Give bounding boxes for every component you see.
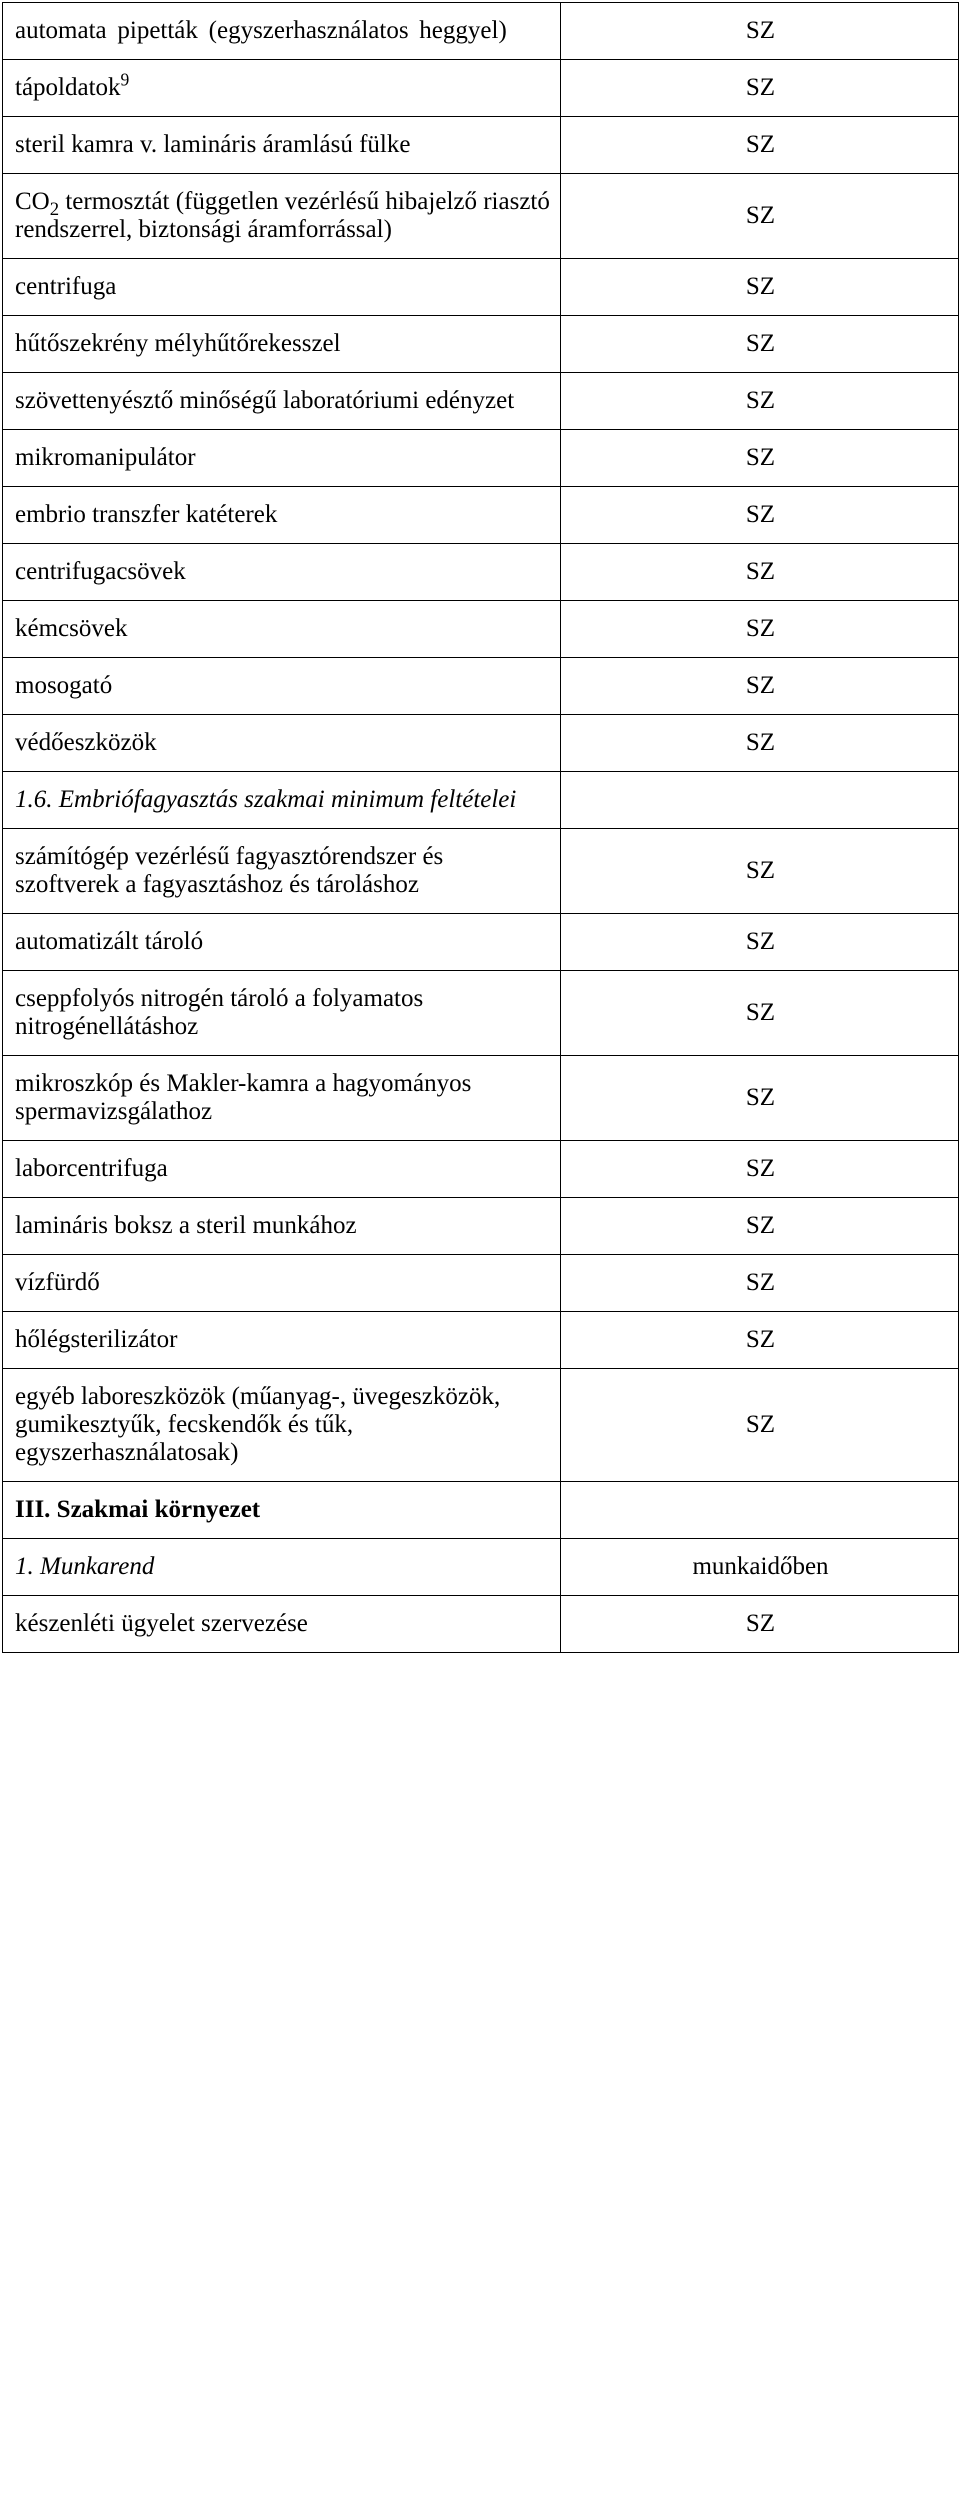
table-row: hűtőszekrény mélyhűtőrekesszelSZ (3, 316, 959, 373)
table-row: védőeszközökSZ (3, 715, 959, 772)
row-value: SZ (561, 3, 959, 60)
table-row: egyéb laboreszközök (műanyag-, üvegeszkö… (3, 1369, 959, 1482)
row-label: vízfürdő (3, 1255, 561, 1312)
table-row: automatizált tárolóSZ (3, 914, 959, 971)
table-row: CO2 termosztát (független vezérlésű hiba… (3, 174, 959, 259)
table-row: steril kamra v. lamináris áramlású fülke… (3, 117, 959, 174)
row-value: SZ (561, 174, 959, 259)
table-row: automata pipetták (egyszerhasználatos he… (3, 3, 959, 60)
table-row: mikroszkóp és Makler-kamra a hagyományos… (3, 1056, 959, 1141)
table-row: vízfürdőSZ (3, 1255, 959, 1312)
requirements-table: automata pipetták (egyszerhasználatos he… (2, 2, 959, 1653)
row-label: embrio transzfer katéterek (3, 487, 561, 544)
row-value: SZ (561, 1255, 959, 1312)
row-value: munkaidőben (561, 1539, 959, 1596)
table-row: mikromanipulátorSZ (3, 430, 959, 487)
table-row: lamináris boksz a steril munkáhozSZ (3, 1198, 959, 1255)
row-label: szövettenyésztő minőségű laboratóriumi e… (3, 373, 561, 430)
row-label: centrifuga (3, 259, 561, 316)
row-label: automatizált tároló (3, 914, 561, 971)
row-label: hűtőszekrény mélyhűtőrekesszel (3, 316, 561, 373)
table-row: centrifugaSZ (3, 259, 959, 316)
row-value: SZ (561, 259, 959, 316)
table-row: III. Szakmai környezet (3, 1482, 959, 1539)
table-row: szövettenyésztő minőségű laboratóriumi e… (3, 373, 959, 430)
row-value: SZ (561, 117, 959, 174)
row-label: kémcsövek (3, 601, 561, 658)
row-value: SZ (561, 971, 959, 1056)
row-label: számítógép vezérlésű fagyasztórendszer é… (3, 829, 561, 914)
row-label: tápoldatok9 (3, 60, 561, 117)
row-value: SZ (561, 316, 959, 373)
table-row: kémcsövekSZ (3, 601, 959, 658)
row-value: SZ (561, 1198, 959, 1255)
row-value: SZ (561, 601, 959, 658)
row-value: SZ (561, 829, 959, 914)
row-label: III. Szakmai környezet (3, 1482, 561, 1539)
row-label: mikroszkóp és Makler-kamra a hagyományos… (3, 1056, 561, 1141)
row-label: cseppfolyós nitrogén tároló a folyamatos… (3, 971, 561, 1056)
row-value: SZ (561, 487, 959, 544)
table-row: készenléti ügyelet szervezéseSZ (3, 1596, 959, 1653)
table-row: 1. Munkarendmunkaidőben (3, 1539, 959, 1596)
row-label: készenléti ügyelet szervezése (3, 1596, 561, 1653)
table-row: számítógép vezérlésű fagyasztórendszer é… (3, 829, 959, 914)
row-value: SZ (561, 60, 959, 117)
row-label: centrifugacsövek (3, 544, 561, 601)
row-value: SZ (561, 914, 959, 971)
row-label: 1.6. Embriófagyasztás szakmai minimum fe… (3, 772, 561, 829)
table-row: tápoldatok9SZ (3, 60, 959, 117)
row-value: SZ (561, 1596, 959, 1653)
row-label: 1. Munkarend (3, 1539, 561, 1596)
row-value: SZ (561, 658, 959, 715)
table-row: laborcentrifugaSZ (3, 1141, 959, 1198)
row-value (561, 1482, 959, 1539)
row-label: mikromanipulátor (3, 430, 561, 487)
row-label: laborcentrifuga (3, 1141, 561, 1198)
table-row: embrio transzfer katéterekSZ (3, 487, 959, 544)
row-value: SZ (561, 1056, 959, 1141)
row-value: SZ (561, 715, 959, 772)
row-value: SZ (561, 430, 959, 487)
row-label: lamináris boksz a steril munkához (3, 1198, 561, 1255)
row-value: SZ (561, 1369, 959, 1482)
row-label: védőeszközök (3, 715, 561, 772)
row-value: SZ (561, 1141, 959, 1198)
row-value (561, 772, 959, 829)
row-value: SZ (561, 1312, 959, 1369)
row-label: automata pipetták (egyszerhasználatos he… (3, 3, 561, 60)
row-label: CO2 termosztát (független vezérlésű hiba… (3, 174, 561, 259)
row-value: SZ (561, 544, 959, 601)
row-value: SZ (561, 373, 959, 430)
table-row: centrifugacsövekSZ (3, 544, 959, 601)
table-row: cseppfolyós nitrogén tároló a folyamatos… (3, 971, 959, 1056)
row-label: mosogató (3, 658, 561, 715)
row-label: steril kamra v. lamináris áramlású fülke (3, 117, 561, 174)
table-row: 1.6. Embriófagyasztás szakmai minimum fe… (3, 772, 959, 829)
row-label: hőlégsterilizátor (3, 1312, 561, 1369)
table-row: mosogatóSZ (3, 658, 959, 715)
table-row: hőlégsterilizátorSZ (3, 1312, 959, 1369)
row-label: egyéb laboreszközök (műanyag-, üvegeszkö… (3, 1369, 561, 1482)
